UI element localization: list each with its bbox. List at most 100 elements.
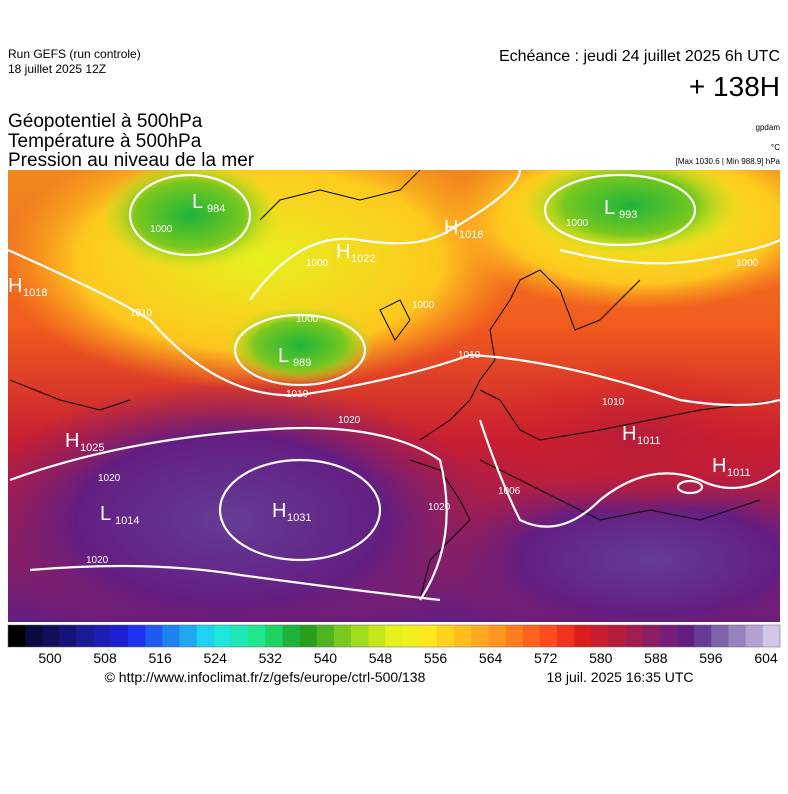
contour-label: 1000 [736,258,759,269]
colorbar: 500 508 516 524 532 540 548 556 564 572 580 588 596 6… [7,624,781,666]
colorbar-label: 508 [93,650,117,666]
unit-label: °C [771,143,780,152]
center-value: 1025 [80,442,104,454]
colorbar-label: 524 [204,650,228,666]
center-value: 993 [619,209,637,221]
color-swatch [213,625,232,647]
color-swatch [8,625,26,647]
center-symbol: L [278,345,289,367]
color-swatch [591,625,609,647]
contour-label: 1000 [306,258,329,269]
contour-label: 1020 [98,473,121,484]
color-swatch [402,625,421,647]
color-swatch [385,625,403,647]
contour-label: 1010 [130,308,153,319]
colorbar-label: 516 [148,650,172,666]
contour-label: 1010 [286,389,309,400]
color-swatch [539,625,558,647]
center-symbol: L [100,503,111,525]
colorbar-label: 564 [479,650,503,666]
color-swatch [711,625,729,647]
center-symbol: L [604,197,615,219]
color-swatch [333,625,352,647]
contour-label: 1000 [296,314,319,325]
contour-label: 1000 [412,300,435,311]
title-line: Température à 500hPa [8,131,202,152]
title-line: Pression au niveau de la mer [8,150,255,171]
center-symbol: H [8,275,22,297]
center-value: 1016 [459,229,483,241]
colorbar-frame [7,624,781,648]
center-symbol: H [444,217,458,239]
color-swatch [574,625,592,647]
color-swatch [162,625,180,647]
contour-label: 1010 [458,350,481,361]
color-swatch [351,625,369,647]
color-swatch [282,625,300,647]
color-swatch [745,625,764,647]
center-value: 1014 [115,515,139,527]
source-url: © http://www.infoclimat.fr/z/gefs/europe… [105,669,426,685]
center-symbol: L [192,191,203,213]
colorbar-label: 572 [534,650,558,666]
center-value: 1011 [637,435,661,447]
color-swatch [659,625,678,647]
lead-time: + 138H [689,71,780,102]
color-swatch [110,625,129,647]
contour-label: 1020 [338,415,361,426]
colorbar-label: 588 [644,650,668,666]
contour-label: 1000 [150,224,173,235]
unit-label: gpdam [756,123,781,132]
color-swatch [93,625,112,647]
center-value: 1018 [23,287,47,299]
colorbar-label: 548 [369,650,393,666]
colorbar-label: 596 [699,650,723,666]
color-swatch [368,625,386,647]
colorbar-label: 532 [259,650,283,666]
contour-label: 1020 [428,502,451,513]
color-swatch [419,625,438,647]
color-swatch [625,625,644,647]
color-swatch [471,625,489,647]
timestamp: 18 juil. 2025 16:35 UTC [546,669,693,685]
color-swatch [145,625,163,647]
contour-label: 1006 [498,486,521,497]
center-value: 989 [293,357,311,369]
title-line: Géopotentiel à 500hPa [8,111,203,132]
contour-label: 1010 [602,397,625,408]
color-swatch [728,625,746,647]
color-swatch [196,625,215,647]
contour-label: 1020 [86,555,109,566]
center-symbol: H [622,423,636,445]
color-swatch [25,625,43,647]
color-swatch [265,625,283,647]
color-swatch [59,625,77,647]
color-swatch [42,625,60,647]
contour-label: 1000 [566,218,589,229]
center-symbol: H [65,430,79,452]
color-swatch [248,625,266,647]
center-value: 1011 [727,467,751,479]
color-swatch [316,625,335,647]
center-value: 1031 [287,512,311,524]
color-swatch [128,625,146,647]
color-swatch [454,625,472,647]
color-swatch [522,625,541,647]
color-swatch [436,625,455,647]
echeance: Echéance : jeudi 24 juillet 2025 6h UTC [499,48,780,65]
colorbar-label: 540 [314,650,338,666]
colorbar-label: 580 [589,650,613,666]
center-symbol: H [336,241,350,263]
color-swatch [488,625,506,647]
color-swatch [76,625,95,647]
color-swatch [556,625,575,647]
color-swatch [694,625,712,647]
color-swatch [179,625,198,647]
colorbar-label: 556 [424,650,448,666]
color-swatch [608,625,626,647]
color-swatch [231,625,249,647]
unit-label: [Max 1030.6 | Min 988.9] hPa [676,157,781,166]
center-value: 984 [207,203,225,215]
color-swatch [642,625,661,647]
